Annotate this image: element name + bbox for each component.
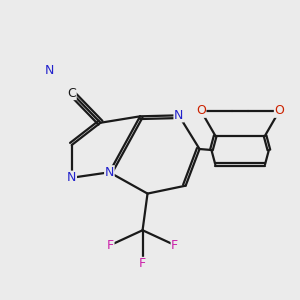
Text: N: N — [45, 64, 55, 77]
Text: O: O — [274, 104, 284, 117]
Text: N: N — [174, 109, 183, 122]
Text: F: F — [171, 238, 178, 252]
Text: N: N — [105, 166, 114, 179]
Text: F: F — [107, 238, 114, 252]
Text: N: N — [67, 171, 76, 184]
Text: F: F — [139, 257, 146, 270]
Text: O: O — [196, 104, 206, 117]
Text: C: C — [68, 86, 76, 100]
